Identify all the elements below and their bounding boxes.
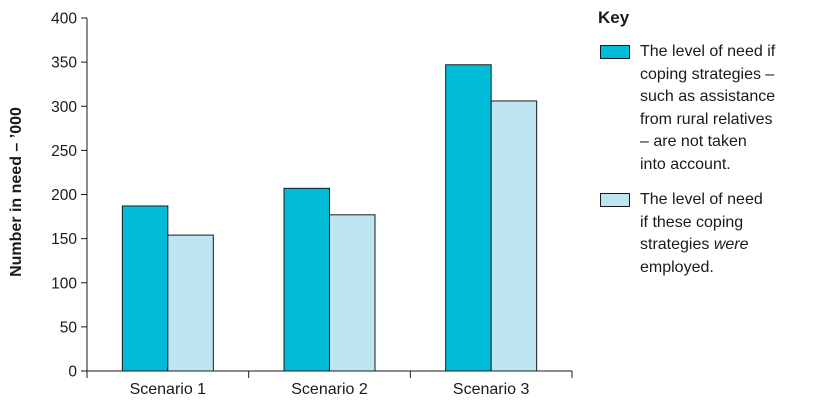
x-tick-label: Scenario 3 (453, 381, 530, 398)
legend-line: from rural relatives (640, 110, 773, 128)
legend-line: employed. (640, 258, 714, 276)
y-axis-label: Number in need – ’000 (8, 107, 25, 277)
legend-line: such as assistance (640, 88, 776, 105)
legend-swatch-light (600, 193, 630, 207)
legend-line: coping strategies – (640, 65, 775, 83)
bar (490, 100, 538, 372)
y-tick-label: 250 (51, 143, 77, 160)
y-tick-label: 350 (51, 55, 77, 72)
legend-item-not-taken: The level of need if coping strategies –… (596, 41, 810, 176)
x-tick-label: Scenario 1 (130, 381, 207, 398)
legend-line: strategies were (640, 236, 749, 253)
bar (445, 64, 492, 372)
legend-text: The level of need if these coping strate… (640, 189, 810, 279)
legend-emphasis: were (713, 236, 749, 253)
bar (121, 205, 169, 372)
legend-line: The level of need (640, 191, 763, 208)
y-tick-label: 150 (51, 231, 77, 248)
y-tick-label: 100 (51, 275, 77, 292)
bar (283, 187, 330, 372)
y-tick-label: 50 (60, 319, 78, 336)
bar-chart: 0 50 100 150 200 250 300 350 400 Scenario 1 Scenar… (8, 11, 573, 398)
y-tick-label: 200 (51, 187, 77, 204)
legend-line: if these coping (640, 213, 744, 231)
bar (329, 214, 376, 372)
y-tick-label: 400 (51, 11, 77, 28)
chart-axes: 0 50 100 150 200 250 300 350 400 Scenario 1 Scenar… (51, 11, 573, 398)
legend-line: – are not taken (640, 133, 747, 150)
x-tick-label: Scenario 2 (291, 381, 368, 398)
legend-line: into account. (640, 155, 731, 173)
y-tick-label: 0 (68, 364, 77, 381)
chart-bars (121, 64, 538, 372)
y-tick-label: 300 (51, 99, 77, 116)
legend-text: The level of need if coping strategies –… (640, 41, 810, 176)
legend: Key The level of need if coping strategi… (596, 8, 810, 292)
legend-item-employed: The level of need if these coping strate… (596, 189, 810, 279)
legend-swatch-dark (600, 45, 630, 59)
legend-line: The level of need if (640, 43, 776, 60)
legend-title: Key (598, 8, 630, 27)
bar (167, 234, 214, 372)
